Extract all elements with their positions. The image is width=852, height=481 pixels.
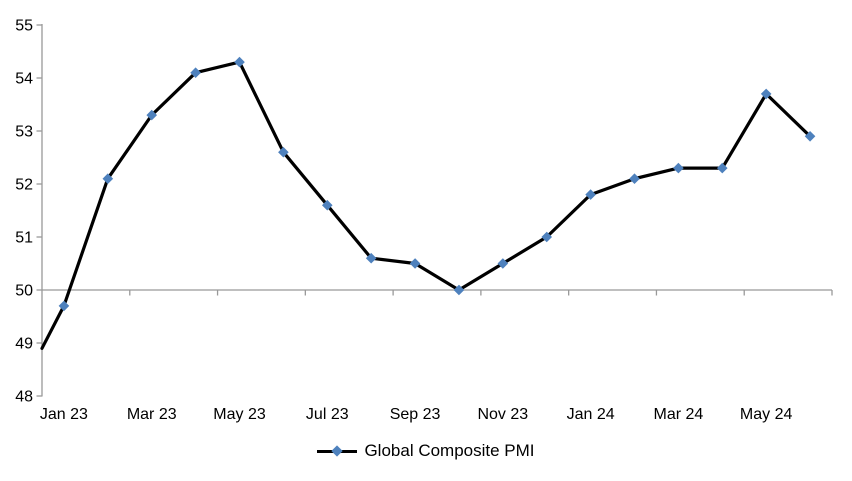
data-point-marker [541, 231, 553, 243]
data-point-marker [278, 146, 289, 158]
x-axis-label: Jan 23 [40, 406, 88, 423]
x-axis-label: Mar 24 [653, 406, 703, 423]
legend-label: Global Composite PMI [364, 441, 535, 460]
data-point-marker [497, 258, 509, 269]
x-axis-label: Jan 24 [567, 406, 615, 423]
chart-legend: Global Composite PMI [0, 440, 852, 462]
y-axis-label: 55 [15, 18, 33, 35]
y-axis-label: 49 [15, 336, 33, 353]
data-point-marker [585, 189, 596, 200]
data-point-marker [58, 300, 70, 312]
y-axis-label: 52 [15, 177, 33, 194]
data-point-marker [804, 130, 816, 142]
diamond-marker-icon [331, 444, 344, 457]
data-point-marker [453, 284, 465, 296]
x-axis-label: Nov 23 [477, 406, 528, 423]
x-axis-label: Sep 23 [390, 406, 441, 423]
data-point-marker [716, 162, 728, 174]
pmi-series-line [40, 60, 812, 350]
data-point-marker [365, 252, 377, 264]
data-point-marker [673, 162, 684, 174]
x-axis-label: Jul 23 [306, 406, 349, 423]
x-axis-label: May 24 [740, 406, 793, 423]
data-point-marker [234, 56, 245, 68]
x-axis-label: Mar 23 [127, 406, 177, 423]
y-axis-label: 54 [15, 71, 33, 88]
data-point-marker [146, 109, 158, 121]
data-point-marker [102, 173, 114, 185]
x-axis-label: May 23 [213, 406, 266, 423]
data-point-marker [409, 258, 421, 269]
data-point-marker [321, 199, 333, 211]
data-point-marker [190, 67, 201, 79]
legend-line-sample [317, 444, 358, 457]
y-axis-label: 51 [15, 230, 33, 247]
y-axis-label: 50 [15, 283, 33, 300]
data-point-marker [629, 173, 640, 185]
y-axis-label: 53 [15, 124, 33, 141]
data-point-marker [760, 88, 772, 100]
y-axis-label: 48 [15, 389, 33, 406]
